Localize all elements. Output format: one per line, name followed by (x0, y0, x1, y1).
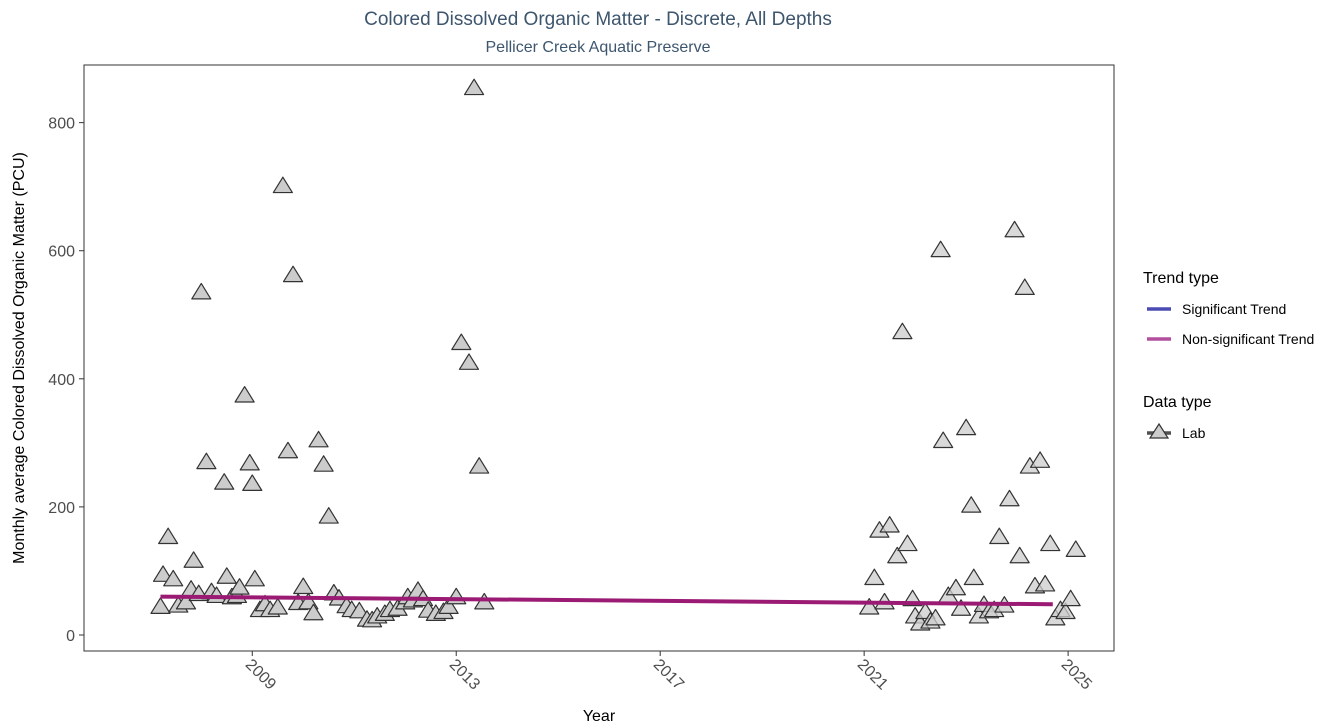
x-tick-label: 2021 (854, 656, 891, 693)
data-point (163, 569, 184, 587)
data-point (244, 569, 265, 587)
data-point (963, 568, 984, 586)
data-point (956, 418, 977, 436)
data-point (438, 597, 459, 614)
data-point (999, 489, 1020, 507)
chart-subtitle: Pellicer Creek Aquatic Preserve (486, 39, 711, 56)
legend-data-title: Data type (1143, 394, 1212, 411)
data-point (150, 597, 171, 614)
data-point (989, 527, 1010, 545)
data-point (945, 578, 967, 596)
x-tick-label: 2009 (242, 656, 279, 693)
legend-trend-title: Trend type (1143, 270, 1219, 287)
data-point (175, 592, 197, 610)
data-point (229, 578, 250, 595)
x-tick-label: 2013 (446, 656, 483, 693)
data-point (1055, 602, 1076, 620)
data-point (267, 597, 288, 615)
x-tick-label: 2025 (1058, 656, 1095, 693)
legend-label-lab: Lab (1182, 425, 1206, 441)
y-tick-label: 600 (48, 244, 75, 261)
data-point (303, 603, 324, 621)
data-point (282, 265, 304, 283)
data-point (1035, 574, 1056, 592)
data-point (950, 599, 972, 616)
data-point (313, 455, 334, 472)
data-point (191, 282, 212, 300)
data-point (458, 353, 480, 370)
data-point (879, 516, 900, 533)
data-point (318, 507, 339, 524)
data-point (277, 441, 299, 459)
data-point (1014, 278, 1035, 296)
data-point (158, 527, 179, 545)
legend-label-nonsignificant: Non-significant Trend (1182, 331, 1314, 347)
data-point (897, 534, 918, 552)
data-point (933, 431, 954, 449)
y-axis-title: Monthly average Colored Dissolved Organi… (11, 152, 28, 564)
data-point (1004, 220, 1025, 238)
data-point (1060, 589, 1081, 607)
data-point (930, 240, 951, 258)
x-axis: 2009 2013 2017 2021 2025 (242, 651, 1095, 693)
data-point (925, 608, 946, 626)
data-point (214, 473, 235, 490)
plot-panel (83, 64, 1115, 652)
y-tick-label: 800 (48, 116, 75, 133)
legend: Trend type Significant Trend Non-signifi… (1143, 270, 1314, 441)
data-point (1040, 534, 1061, 552)
data-point (272, 176, 293, 194)
data-point (216, 567, 237, 584)
data-point (234, 386, 255, 403)
data-point (864, 568, 885, 586)
data-point (892, 322, 913, 340)
data-point (152, 565, 174, 582)
x-axis-title: Year (583, 708, 616, 725)
data-point (196, 452, 217, 470)
legend-label-significant: Significant Trend (1182, 301, 1286, 317)
y-tick-label: 400 (48, 372, 75, 389)
data-point (887, 546, 908, 564)
data-point (308, 430, 329, 448)
data-point (463, 78, 485, 96)
data-point (859, 597, 880, 615)
y-axis: 0 200 400 600 800 (48, 116, 84, 645)
data-point (1029, 451, 1051, 468)
data-point (242, 474, 263, 491)
trend-layer (160, 594, 1053, 607)
data-point (239, 453, 260, 471)
data-point (451, 333, 472, 351)
data-point (1009, 546, 1030, 564)
legend-key-lab-triangle (1148, 422, 1170, 439)
y-tick-label: 200 (48, 500, 75, 517)
y-tick-label: 0 (66, 628, 75, 645)
x-tick-label: 2017 (650, 656, 687, 693)
chart-title: Colored Dissolved Organic Matter - Discr… (364, 9, 832, 30)
data-points (150, 78, 1086, 631)
trend-line (160, 594, 1053, 607)
data-point (961, 496, 982, 513)
data-point (469, 457, 490, 474)
data-point (1065, 540, 1086, 557)
data-point (349, 601, 370, 619)
data-point (293, 577, 314, 595)
data-point (183, 551, 204, 568)
